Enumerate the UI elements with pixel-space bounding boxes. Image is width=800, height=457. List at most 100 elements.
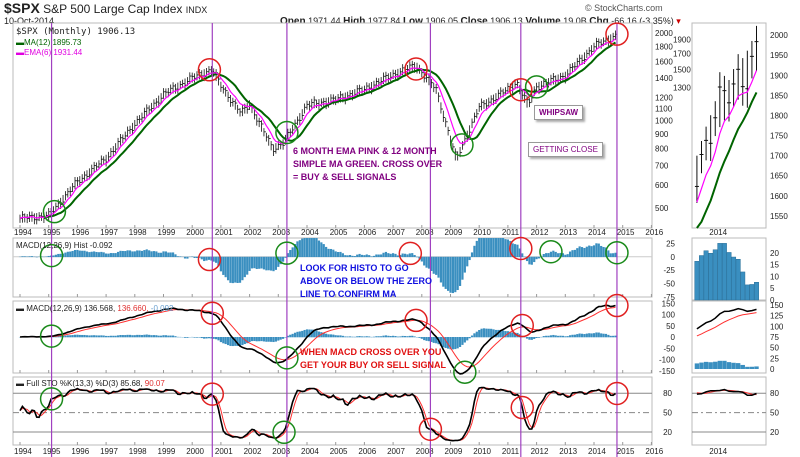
hist-bar bbox=[413, 255, 416, 258]
macd-hist-bar bbox=[564, 336, 567, 338]
hist-bar bbox=[162, 251, 165, 258]
macd-hist-bar bbox=[164, 335, 167, 338]
hist-bar bbox=[47, 255, 50, 258]
hist-bar bbox=[339, 251, 342, 258]
hist-bar bbox=[119, 250, 122, 258]
price-axis-label: 800 bbox=[655, 145, 669, 154]
buy-signal-circle bbox=[524, 75, 549, 99]
hist-bar bbox=[76, 249, 79, 258]
hist-bar bbox=[456, 256, 459, 291]
hist-bar bbox=[52, 255, 55, 258]
macd-hist-bar bbox=[57, 336, 60, 338]
hist-bar bbox=[502, 238, 505, 258]
hist-bar bbox=[561, 253, 565, 258]
macd-hist-bar bbox=[322, 332, 325, 338]
macd-hist-bar bbox=[160, 335, 163, 338]
x-tick-label-top: 1998 bbox=[129, 228, 147, 237]
hist-bar bbox=[564, 254, 567, 258]
macd-hist-bar bbox=[549, 335, 553, 338]
hist-bar bbox=[195, 256, 199, 259]
hist-bar bbox=[566, 254, 569, 258]
x-tick-label-bottom: 1994 bbox=[14, 447, 32, 456]
macd-hist-bar bbox=[128, 334, 132, 338]
mini-price-axis-label: 1900 bbox=[770, 71, 788, 80]
buy-signal-circle bbox=[450, 133, 474, 157]
macd-axis-label: 50 bbox=[666, 322, 675, 331]
hist-bar bbox=[487, 238, 490, 258]
mini-price-axis-label: 1850 bbox=[770, 91, 788, 100]
macd-hist-bar bbox=[171, 335, 175, 338]
hist-bar bbox=[463, 256, 466, 273]
hist-bar bbox=[250, 256, 254, 269]
hist-bar bbox=[401, 253, 404, 258]
macd-hist-bar bbox=[439, 337, 443, 346]
chart-title: $SPX S&P 500 Large Cap Index INDX bbox=[4, 0, 208, 16]
macd-hist-bar bbox=[329, 334, 333, 338]
buy-signal-circle bbox=[453, 360, 477, 384]
mini-macd-hist-bar bbox=[745, 366, 750, 369]
x-tick-label-top: 1997 bbox=[100, 228, 118, 237]
x-tick-label-top: 2004 bbox=[301, 228, 319, 237]
hist-bar bbox=[57, 253, 60, 258]
macd-hist-bar bbox=[456, 337, 459, 349]
hist-bar bbox=[351, 255, 354, 258]
hist-bar bbox=[444, 256, 447, 289]
hist-bar bbox=[253, 256, 256, 269]
macd-hist-bar bbox=[112, 335, 115, 338]
macd-hist-bar bbox=[401, 335, 404, 338]
sto-axis-label: 80 bbox=[663, 389, 672, 398]
hist-bar bbox=[100, 251, 103, 258]
macd-axis-label: -100 bbox=[659, 356, 676, 365]
hist-bar bbox=[549, 251, 553, 258]
macd-hist-bar bbox=[545, 335, 548, 338]
macd-hist-bar bbox=[313, 329, 316, 338]
mini-x-label-top: 2014 bbox=[709, 228, 727, 237]
hist-bar bbox=[614, 252, 617, 258]
hist-bar bbox=[222, 256, 225, 275]
mini-price-axis-label: 1750 bbox=[770, 132, 788, 141]
macd-hist-bar bbox=[530, 337, 533, 340]
macd-hist-bar bbox=[480, 328, 483, 338]
macd-hist-bar bbox=[504, 331, 507, 338]
macd-hist-bar bbox=[578, 333, 581, 338]
macd-hist-bar bbox=[131, 335, 134, 338]
mini-ma12-line bbox=[696, 91, 758, 229]
ma-crossover-note: 6 MONTH EMA PINK & 12 MONTH SIMPLE MA GRE… bbox=[293, 146, 443, 182]
hist-bar bbox=[133, 251, 136, 258]
mini-macd-hist-bar bbox=[731, 362, 736, 369]
mini-price-axis-label: 1550 bbox=[770, 212, 788, 221]
hist-bar bbox=[279, 256, 282, 265]
macd-hist-bar bbox=[535, 337, 538, 339]
hist-bar bbox=[138, 250, 141, 258]
macd-hist-bar bbox=[485, 328, 488, 338]
hist-bar bbox=[78, 250, 81, 258]
macd-hist-bar bbox=[136, 334, 139, 338]
hist-bar bbox=[88, 252, 91, 258]
macd-hist-bar bbox=[207, 337, 211, 339]
hist-bar bbox=[322, 244, 325, 258]
price-axis-label: 1200 bbox=[655, 94, 673, 103]
chart-date: 10-Oct-2014 bbox=[4, 16, 55, 26]
sell-signal-circle bbox=[510, 313, 534, 338]
hist-bar bbox=[102, 252, 105, 258]
x-tick-label-top: 2012 bbox=[531, 228, 549, 237]
macd-hist-bar bbox=[109, 335, 112, 338]
macd-hist-bar bbox=[219, 337, 222, 343]
hist-bar bbox=[363, 255, 366, 258]
buy-signal-circle bbox=[39, 324, 64, 348]
macd-hist-bar bbox=[174, 336, 177, 338]
macd-hist-bar bbox=[121, 335, 124, 338]
hist-bar bbox=[506, 239, 509, 258]
hist-bar bbox=[521, 253, 524, 258]
hist-bar bbox=[210, 256, 213, 261]
macd-hist-bar bbox=[126, 334, 129, 338]
macd-hist-bar bbox=[382, 335, 385, 338]
macd-hist-bar bbox=[148, 334, 151, 338]
hist-bar bbox=[224, 256, 227, 278]
macd-hist-bar bbox=[403, 335, 407, 338]
hist-bar bbox=[497, 238, 500, 258]
macd-legend: ▬ MACD(12,26,9) 136.568, 136.660, -0.092 bbox=[16, 304, 174, 313]
macd-hist-bar bbox=[430, 337, 433, 342]
macd-hist-bar bbox=[226, 337, 230, 346]
hist-bar bbox=[533, 256, 536, 263]
